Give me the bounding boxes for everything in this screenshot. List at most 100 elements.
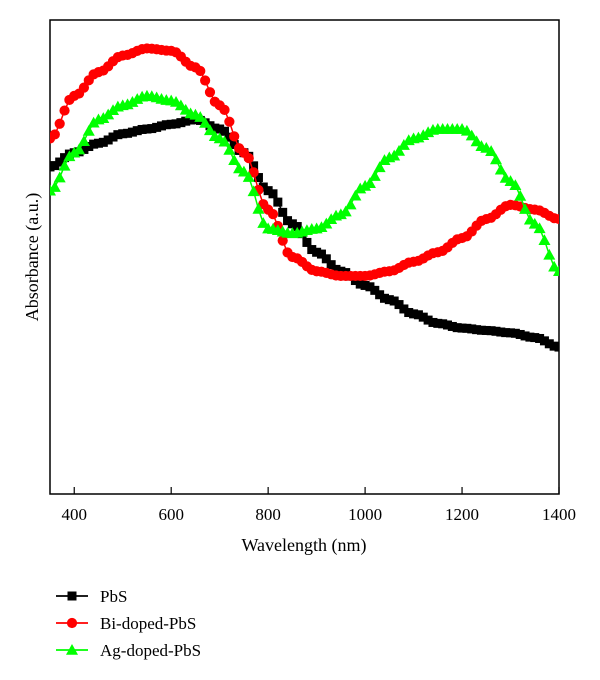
data-point xyxy=(539,336,549,346)
data-point xyxy=(465,129,478,141)
data-point xyxy=(219,104,230,115)
data-point xyxy=(171,119,181,129)
data-point xyxy=(355,279,365,289)
data-point xyxy=(549,341,559,351)
data-point xyxy=(312,247,322,257)
data-point xyxy=(544,339,554,349)
data-point xyxy=(77,135,90,147)
series-layer xyxy=(50,43,559,352)
data-point xyxy=(339,205,352,217)
legend-item: Bi-doped-PbS xyxy=(56,614,196,633)
data-point xyxy=(186,115,196,125)
data-point xyxy=(194,111,207,122)
data-point xyxy=(87,116,100,128)
data-point xyxy=(472,325,482,335)
data-point xyxy=(363,177,376,188)
legend-marker xyxy=(66,644,78,655)
data-point xyxy=(249,161,259,171)
data-point xyxy=(417,129,430,141)
legend-item: PbS xyxy=(56,587,127,606)
data-point xyxy=(242,171,255,182)
legend: PbS Bi-doped-PbS Ag-doped-PbS xyxy=(56,587,201,660)
data-point xyxy=(199,116,212,128)
data-point xyxy=(321,254,331,264)
data-point xyxy=(457,323,467,333)
data-point xyxy=(247,185,260,197)
data-point xyxy=(215,124,225,134)
data-point xyxy=(533,222,546,234)
x-ticks: 400 600 800 1000 1200 1400 xyxy=(61,487,576,524)
data-point xyxy=(462,323,472,333)
data-point xyxy=(509,179,522,191)
data-point xyxy=(535,333,545,343)
data-point xyxy=(268,189,278,199)
data-point xyxy=(520,331,530,341)
data-point xyxy=(334,208,347,220)
x-tick-label: 800 xyxy=(255,505,281,524)
data-point xyxy=(152,122,162,132)
data-point xyxy=(252,202,265,214)
data-point xyxy=(375,290,385,300)
data-point xyxy=(68,146,81,158)
data-point xyxy=(514,189,527,201)
data-point xyxy=(501,328,511,338)
data-point xyxy=(82,125,95,136)
data-point xyxy=(176,118,186,128)
data-point xyxy=(302,237,312,247)
data-point xyxy=(50,129,60,140)
data-point xyxy=(50,161,60,171)
data-point xyxy=(126,96,139,107)
data-point xyxy=(210,123,220,133)
data-point xyxy=(548,260,559,272)
data-point xyxy=(263,186,273,196)
data-point xyxy=(54,118,65,129)
data-point xyxy=(113,130,123,140)
data-point xyxy=(506,328,516,338)
data-point xyxy=(243,153,254,164)
data-point xyxy=(223,143,236,155)
data-point xyxy=(393,144,406,156)
data-point xyxy=(354,182,367,194)
data-point xyxy=(438,319,448,329)
x-tick-label: 600 xyxy=(158,505,184,524)
data-point xyxy=(287,219,297,229)
data-point xyxy=(237,165,250,177)
y-axis-label: Absorbance (a.u.) xyxy=(22,193,43,321)
data-point xyxy=(218,135,231,147)
data-point xyxy=(156,121,166,131)
data-point xyxy=(538,234,551,245)
data-point xyxy=(127,127,137,137)
data-point xyxy=(203,124,216,136)
data-point xyxy=(553,213,559,225)
data-point xyxy=(349,189,362,201)
data-point xyxy=(283,216,293,226)
data-point xyxy=(530,333,540,343)
data-point xyxy=(389,296,399,306)
data-point xyxy=(195,65,206,77)
data-point xyxy=(423,315,433,325)
data-point xyxy=(316,249,326,259)
series-bi-doped-pbs xyxy=(50,43,559,282)
data-point xyxy=(257,217,270,228)
data-point xyxy=(326,260,336,270)
data-point xyxy=(443,320,453,330)
data-point xyxy=(553,265,559,277)
data-point xyxy=(370,285,380,295)
data-point xyxy=(379,293,389,303)
data-point xyxy=(525,332,535,342)
data-point xyxy=(55,157,65,167)
legend-marker xyxy=(66,617,78,629)
data-point xyxy=(331,264,341,274)
data-point xyxy=(123,128,133,138)
data-point xyxy=(84,142,94,152)
data-point xyxy=(118,129,128,139)
data-point xyxy=(181,116,191,126)
data-point xyxy=(409,309,419,319)
data-point xyxy=(59,105,70,116)
data-point xyxy=(278,207,288,217)
data-point xyxy=(359,179,372,191)
legend-marker xyxy=(67,591,77,601)
data-point xyxy=(200,75,211,86)
legend-label: Bi-doped-PbS xyxy=(100,614,196,633)
